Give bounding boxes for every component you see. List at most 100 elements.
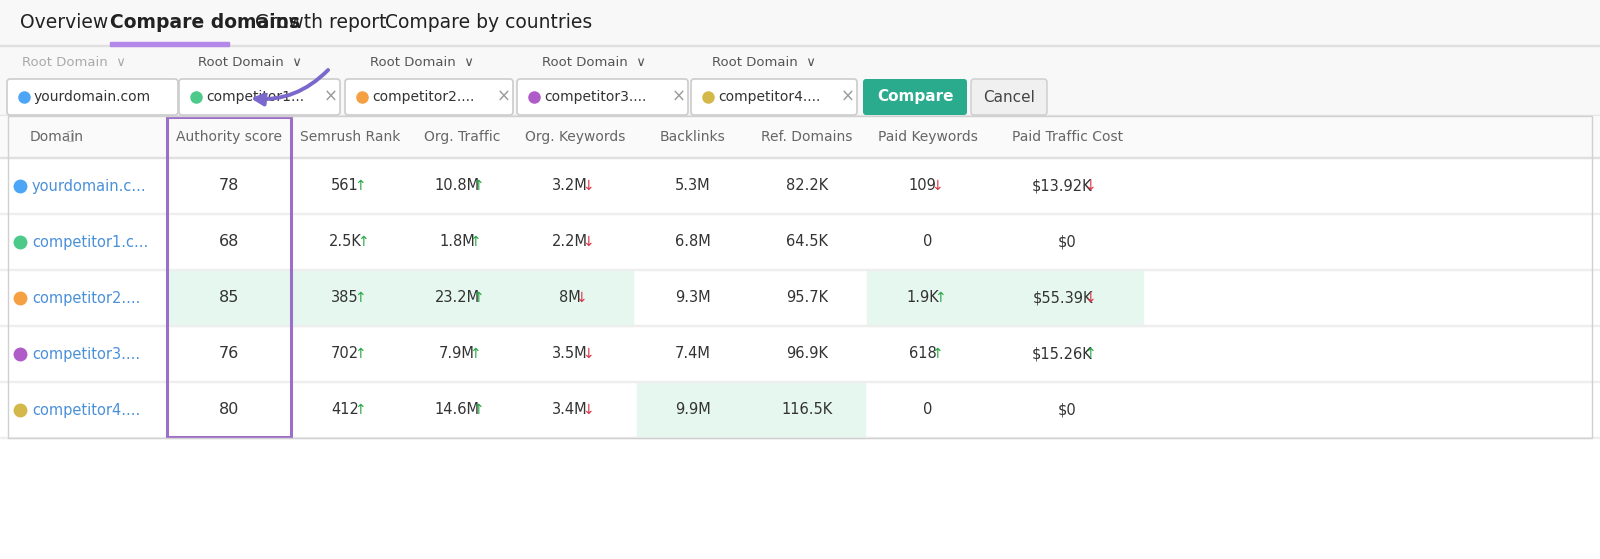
Text: $0: $0 — [1058, 234, 1077, 249]
Text: ×: × — [672, 88, 686, 106]
Bar — [0, 78, 1600, 116]
Text: ⓘ: ⓘ — [67, 130, 74, 144]
Text: 7.9M: 7.9M — [438, 347, 475, 362]
Text: 82.2K: 82.2K — [786, 178, 829, 193]
Text: Root Domain  ∨: Root Domain ∨ — [22, 55, 126, 69]
Text: 618: 618 — [909, 347, 936, 362]
Text: ↑: ↑ — [469, 347, 480, 361]
Text: 412: 412 — [331, 402, 358, 418]
Bar — [0, 269, 1600, 270]
Bar — [0, 116, 1600, 158]
Text: Compare domains: Compare domains — [110, 13, 301, 32]
Text: 385: 385 — [331, 291, 358, 306]
Text: Root Domain  ∨: Root Domain ∨ — [370, 55, 474, 69]
Text: 64.5K: 64.5K — [786, 234, 829, 249]
Text: $0: $0 — [1058, 402, 1077, 418]
Text: 9.9M: 9.9M — [675, 402, 710, 418]
Text: 1.9K: 1.9K — [906, 291, 939, 306]
Text: 116.5K: 116.5K — [781, 402, 832, 418]
Text: Overview: Overview — [19, 13, 109, 32]
Text: ↑: ↑ — [354, 347, 365, 361]
Text: 96.9K: 96.9K — [786, 347, 829, 362]
Text: competitor2....: competitor2.... — [32, 291, 141, 306]
FancyBboxPatch shape — [862, 79, 966, 115]
Text: competitor1...: competitor1... — [206, 90, 304, 104]
Text: $15.26K: $15.26K — [1032, 347, 1093, 362]
Text: Authority score: Authority score — [176, 130, 282, 144]
Text: Root Domain  ∨: Root Domain ∨ — [542, 55, 646, 69]
Text: 80: 80 — [219, 402, 238, 418]
Text: Compare: Compare — [877, 89, 954, 105]
FancyBboxPatch shape — [179, 79, 339, 115]
Text: 109: 109 — [909, 178, 936, 193]
Text: ↑: ↑ — [472, 291, 483, 305]
Text: ×: × — [325, 88, 338, 106]
Text: Root Domain  ∨: Root Domain ∨ — [712, 55, 816, 69]
Text: 8M: 8M — [558, 291, 581, 306]
Text: 78: 78 — [219, 178, 238, 193]
Text: Backlinks: Backlinks — [659, 130, 725, 144]
Text: ↑: ↑ — [934, 291, 946, 305]
Bar — [0, 115, 1600, 116]
Text: ↑: ↑ — [1085, 347, 1096, 361]
Bar — [0, 45, 1600, 46]
Text: 3.2M: 3.2M — [552, 178, 587, 193]
Text: 85: 85 — [219, 291, 238, 306]
Text: 6.8M: 6.8M — [675, 234, 710, 249]
Text: yourdomain.c...: yourdomain.c... — [32, 178, 147, 193]
Text: ×: × — [842, 88, 854, 106]
Text: 3.5M: 3.5M — [552, 347, 587, 362]
Bar — [0, 325, 1600, 326]
Text: competitor3....: competitor3.... — [32, 347, 141, 362]
Text: ↓: ↓ — [1085, 179, 1096, 193]
Text: Root Domain  ∨: Root Domain ∨ — [198, 55, 302, 69]
Text: Growth report: Growth report — [256, 13, 387, 32]
Text: ×: × — [498, 88, 510, 106]
Text: 76: 76 — [219, 347, 238, 362]
Text: Paid Keywords: Paid Keywords — [877, 130, 978, 144]
Text: ↑: ↑ — [354, 179, 365, 193]
Text: $55.39K: $55.39K — [1032, 291, 1093, 306]
Bar — [0, 116, 1600, 438]
Text: ↑: ↑ — [469, 235, 480, 249]
Text: 68: 68 — [219, 234, 238, 249]
Text: 10.8M: 10.8M — [435, 178, 480, 193]
Text: 1.8M: 1.8M — [438, 234, 475, 249]
Text: yourdomain.com: yourdomain.com — [34, 90, 150, 104]
Text: Compare by countries: Compare by countries — [384, 13, 592, 32]
Text: competitor2....: competitor2.... — [371, 90, 474, 104]
Text: 702: 702 — [331, 347, 358, 362]
Bar — [0, 437, 1600, 438]
Text: $13.92K: $13.92K — [1032, 178, 1093, 193]
FancyBboxPatch shape — [6, 79, 178, 115]
Text: 23.2M: 23.2M — [435, 291, 480, 306]
Text: 2.5K: 2.5K — [328, 234, 362, 249]
Text: 0: 0 — [923, 402, 933, 418]
FancyBboxPatch shape — [517, 79, 688, 115]
Text: Cancel: Cancel — [982, 89, 1035, 105]
Text: Semrush Rank: Semrush Rank — [299, 130, 400, 144]
Text: ↓: ↓ — [582, 403, 594, 417]
Text: Org. Keywords: Org. Keywords — [525, 130, 626, 144]
Text: competitor1.c...: competitor1.c... — [32, 234, 149, 249]
Bar — [0, 0, 1600, 46]
Text: 2.2M: 2.2M — [552, 234, 589, 249]
Text: Org. Traffic: Org. Traffic — [424, 130, 501, 144]
Text: ↑: ↑ — [472, 179, 483, 193]
Text: Paid Traffic Cost: Paid Traffic Cost — [1011, 130, 1123, 144]
Text: 95.7K: 95.7K — [786, 291, 829, 306]
Text: ↓: ↓ — [576, 291, 587, 305]
Text: competitor4....: competitor4.... — [32, 402, 141, 418]
Text: competitor4....: competitor4.... — [718, 90, 821, 104]
Bar — [867, 270, 1142, 326]
Bar — [0, 157, 1600, 158]
Text: ↑: ↑ — [931, 347, 942, 361]
Bar — [166, 270, 634, 326]
Text: competitor3....: competitor3.... — [544, 90, 646, 104]
Text: ↑: ↑ — [357, 235, 368, 249]
Text: ↑: ↑ — [354, 291, 365, 305]
Bar — [637, 382, 866, 438]
Bar — [0, 46, 1600, 78]
Text: 7.4M: 7.4M — [675, 347, 710, 362]
Text: 561: 561 — [331, 178, 358, 193]
